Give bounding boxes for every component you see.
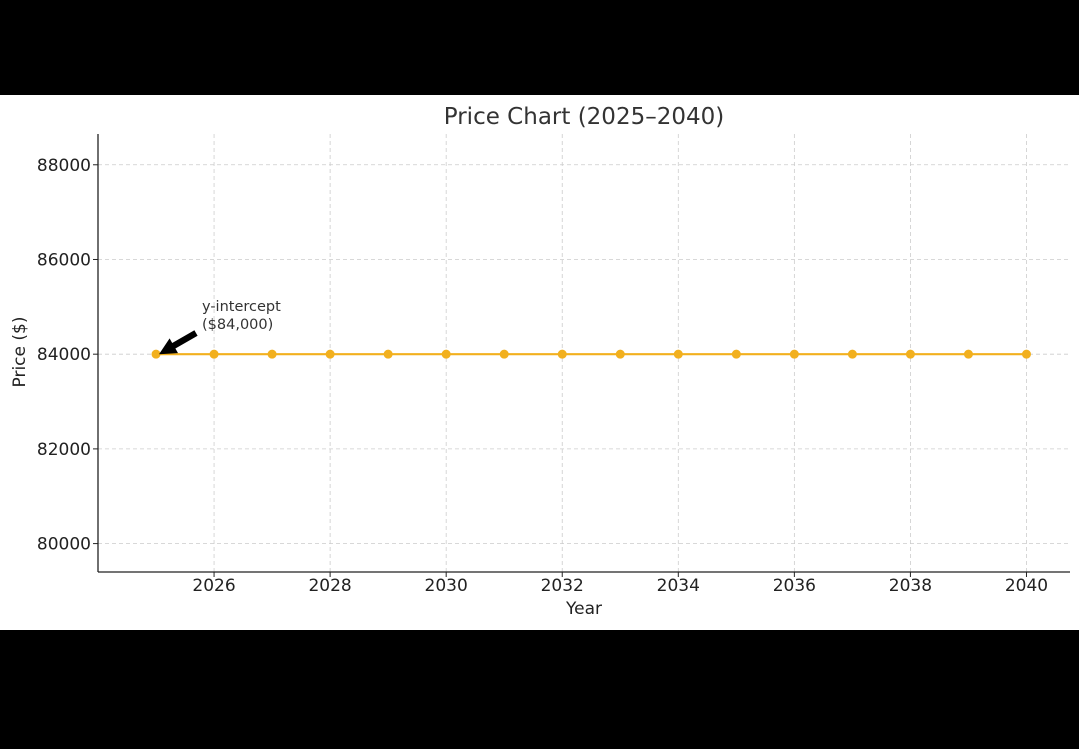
data-point-2032	[557, 349, 567, 359]
annotation: y-intercept ($84,000)	[159, 299, 281, 355]
data-point-2039	[963, 349, 973, 359]
x-tick-label-2028: 2028	[308, 576, 351, 596]
chart-figure	[0, 95, 1079, 630]
data-point-2030	[441, 349, 451, 359]
data-point-2033	[615, 349, 625, 359]
data-point-2034	[673, 349, 683, 359]
x-tick-label-2040: 2040	[1005, 576, 1048, 596]
y-tick-label-88000: 88000	[37, 156, 91, 176]
x-axis-label: Year	[565, 599, 602, 619]
data-point-2036	[789, 349, 799, 359]
data-point-2028	[325, 349, 335, 359]
grid	[98, 134, 1070, 572]
y-tick-label-82000: 82000	[37, 440, 91, 460]
data-point-2037	[847, 349, 857, 359]
series-layer	[151, 349, 1031, 359]
y-tick-label-84000: 84000	[37, 345, 91, 365]
axes: 2026 2028 2030 2032 2034 2036 2038 2040 80000 820…	[37, 134, 1070, 596]
annotation-text-line-1: y-intercept	[202, 299, 281, 315]
labels: Price Chart (2025–2040) Year Price ($)	[10, 104, 724, 619]
letterbox-bottom	[0, 630, 1079, 749]
data-point-2026	[209, 349, 219, 359]
data-point-2027	[267, 349, 277, 359]
data-point-2029	[383, 349, 393, 359]
x-tick-label-2030: 2030	[425, 576, 468, 596]
x-tick-label-2036: 2036	[773, 576, 816, 596]
data-point-2025	[151, 349, 161, 359]
letterbox-top	[0, 0, 1079, 95]
y-tick-label-86000: 86000	[37, 250, 91, 270]
x-tick-label-2026: 2026	[192, 576, 235, 596]
x-tick-label-2032: 2032	[541, 576, 584, 596]
annotation-text-line-2: ($84,000)	[202, 317, 273, 333]
x-tick-label-2038: 2038	[889, 576, 932, 596]
data-point-2035	[731, 349, 741, 359]
annotation-arrow	[159, 330, 198, 355]
y-axis-label: Price ($)	[10, 317, 30, 388]
x-tick-label-2034: 2034	[657, 576, 700, 596]
data-point-2031	[499, 349, 509, 359]
data-point-2038	[905, 349, 915, 359]
data-point-2040	[1021, 349, 1031, 359]
y-tick-label-80000: 80000	[37, 535, 91, 555]
chart-title: Price Chart (2025–2040)	[444, 104, 724, 130]
